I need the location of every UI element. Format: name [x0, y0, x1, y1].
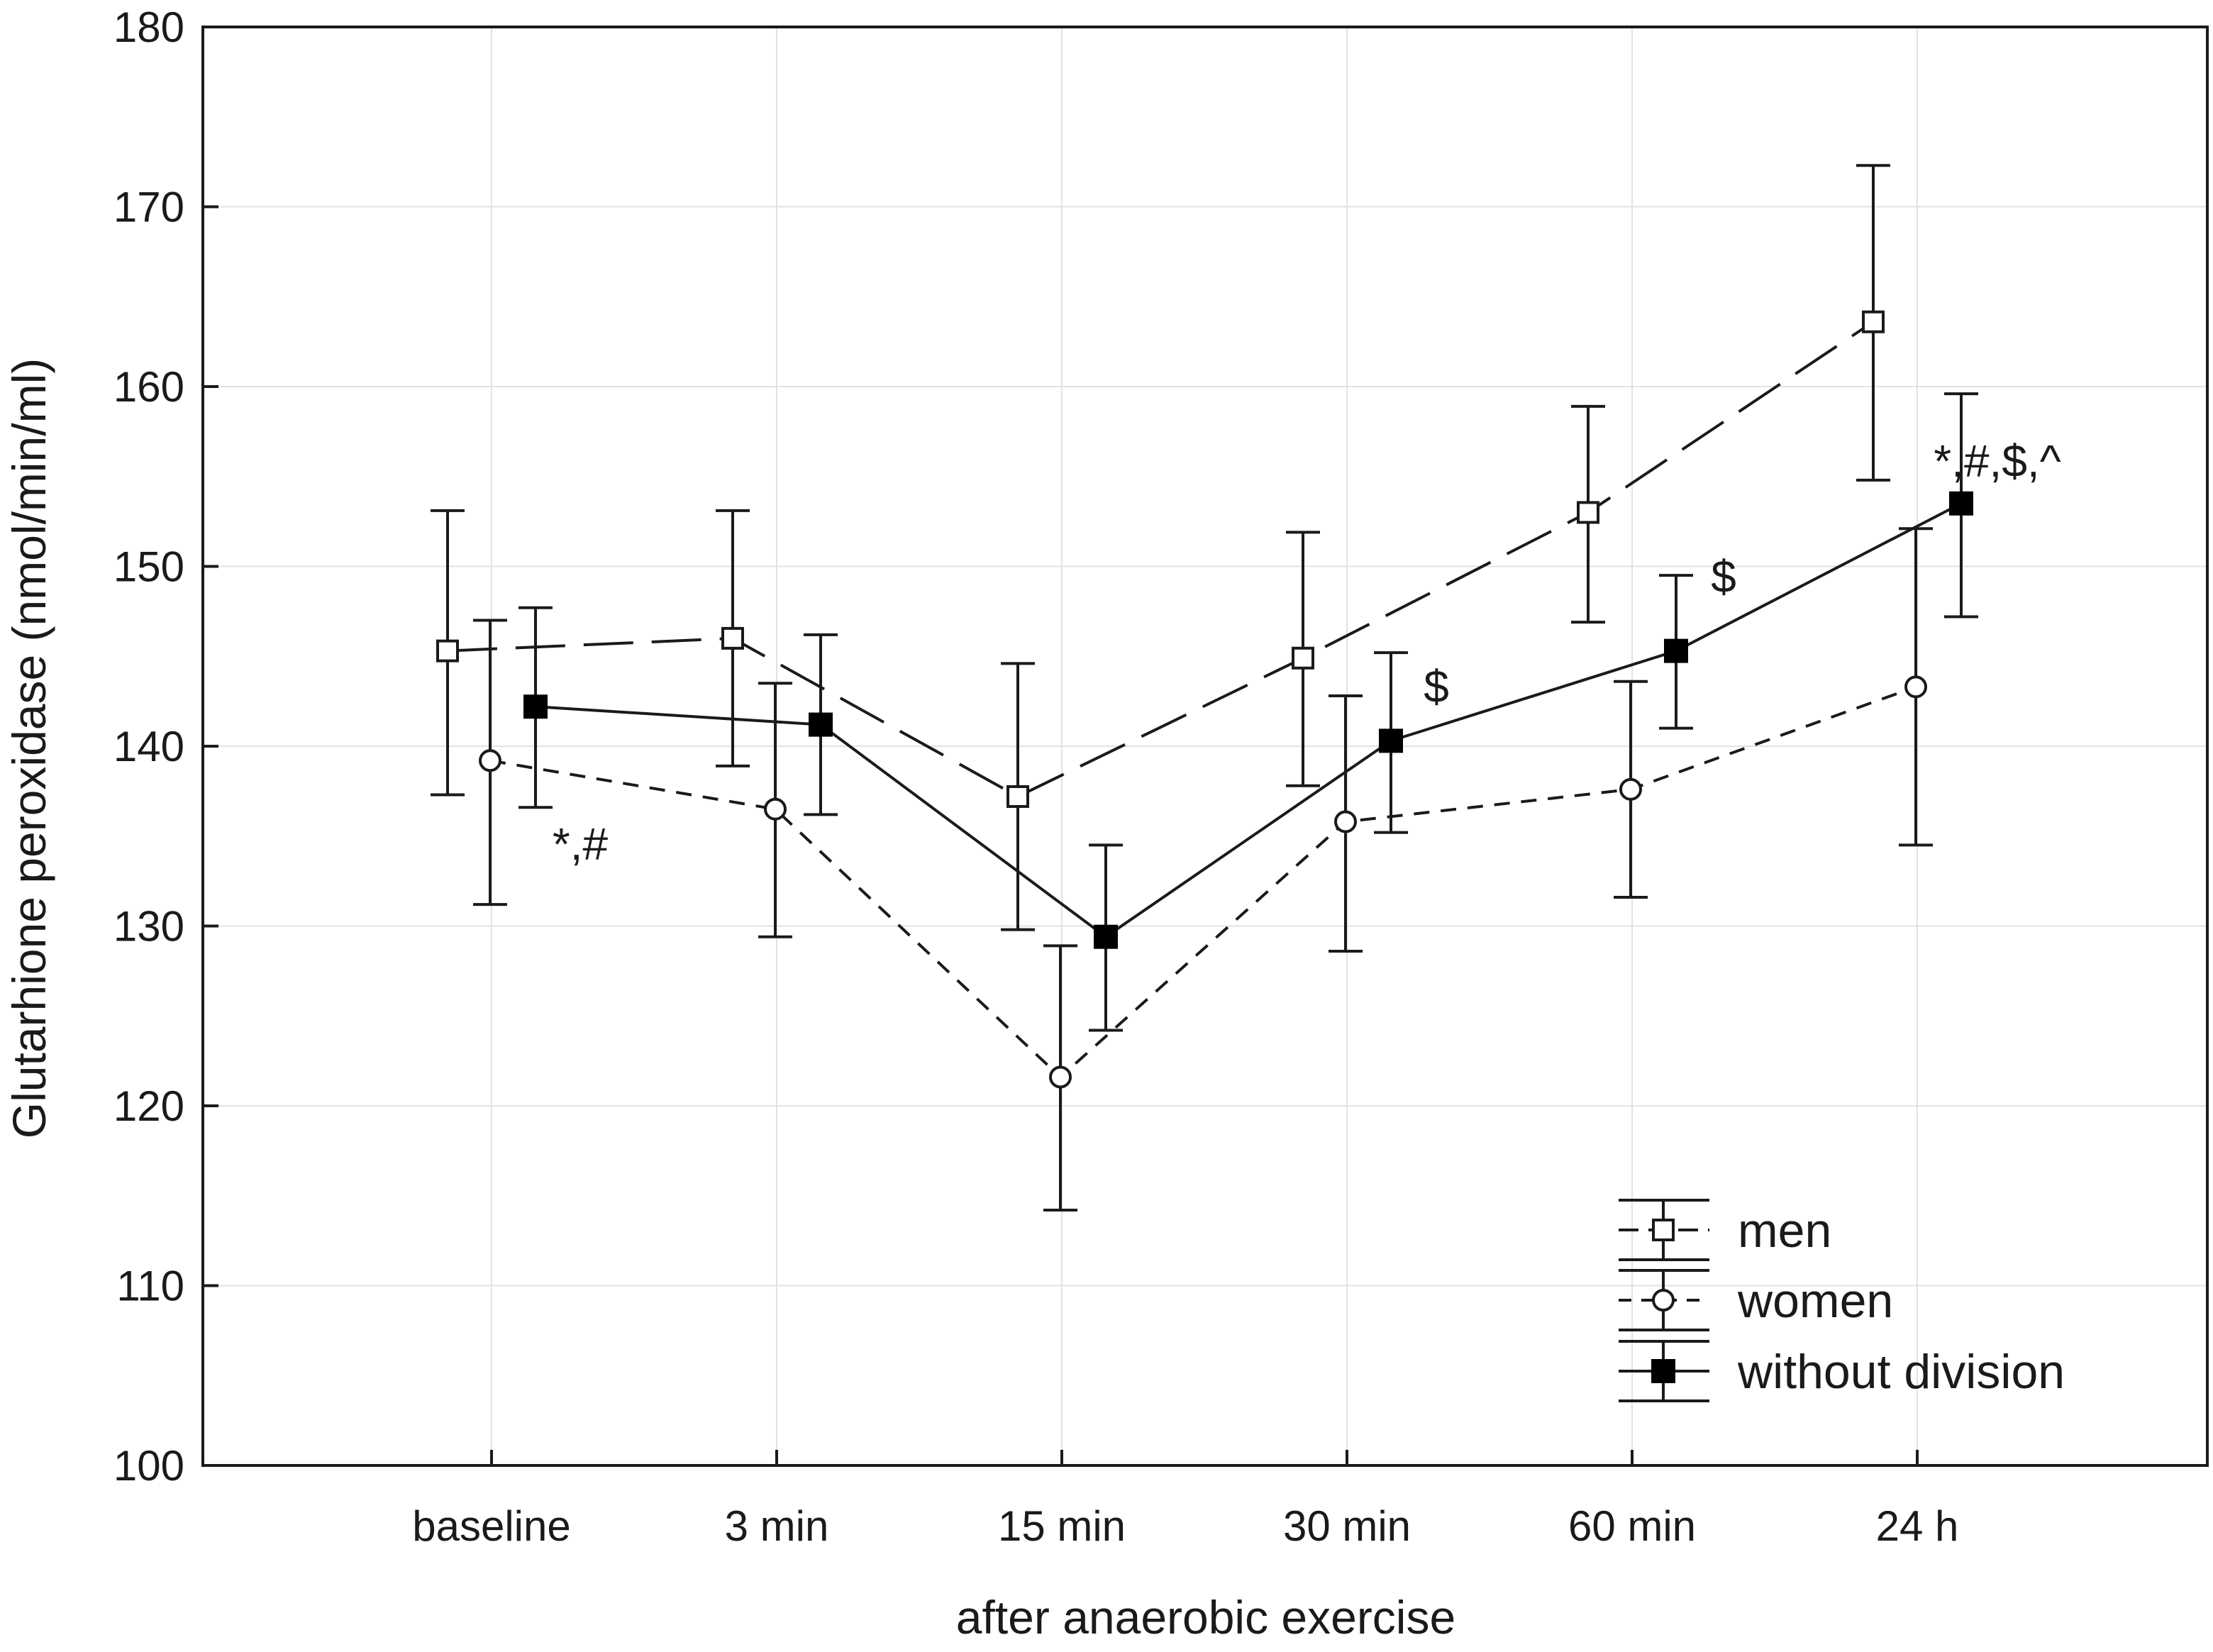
data-point — [1049, 1065, 1072, 1089]
grid — [203, 26, 2207, 1466]
legend-item-men: men — [1619, 1199, 1831, 1261]
data-point — [721, 626, 744, 650]
data-point — [1577, 501, 1599, 524]
series-line — [447, 321, 1875, 799]
series-men — [431, 164, 1890, 931]
y-tick-label: 120 — [113, 1082, 184, 1130]
legend: men women without division — [1619, 1199, 2065, 1402]
legend-label: men — [1738, 1204, 1831, 1258]
x-axis-label: after anaerobic exercise — [956, 1591, 1455, 1643]
data-point — [523, 694, 548, 719]
significance-annotations: *,# $ $ *,#,$,^ — [553, 436, 2061, 870]
data-point — [436, 639, 459, 663]
y-tick-label: 180 — [113, 4, 184, 51]
series-layer — [431, 164, 1978, 1212]
data-point — [1334, 810, 1357, 833]
data-point — [1006, 785, 1029, 808]
y-axis-label: Glutarhione peroxidase (nmol/min/ml) — [3, 358, 55, 1138]
x-tick-label: baseline — [412, 1502, 571, 1550]
data-point — [479, 749, 501, 772]
legend-marker — [1652, 1219, 1675, 1241]
y-tick-label: 150 — [113, 543, 184, 591]
data-point — [1619, 777, 1642, 801]
x-tick-label: 3 min — [725, 1502, 829, 1550]
annotation-24-h: *,#,$,^ — [1934, 436, 2061, 487]
x-tick-label: 30 min — [1283, 1502, 1411, 1550]
legend-marker — [1651, 1359, 1675, 1383]
x-tick-label: 15 min — [998, 1502, 1126, 1550]
x-tick-label: 24 h — [1876, 1502, 1959, 1550]
annotation-30-min: $ — [1424, 661, 1449, 712]
annotation-60-min: $ — [1711, 551, 1736, 602]
y-tick-label: 140 — [113, 723, 184, 770]
legend-item-without-division: without division — [1619, 1340, 2065, 1402]
y-tick-label: 170 — [113, 184, 184, 231]
y-tick-label: 160 — [113, 363, 184, 411]
legend-label: without division — [1737, 1345, 2065, 1399]
annotation-15-min: *,# — [553, 819, 609, 870]
x-tick-label: 60 min — [1568, 1502, 1696, 1550]
data-point — [764, 797, 787, 821]
series-line — [535, 501, 1962, 939]
data-point — [1904, 675, 1927, 699]
series-line — [489, 685, 1917, 1080]
legend-marker — [1652, 1289, 1675, 1312]
series-without-division — [518, 392, 1978, 1032]
data-point — [809, 712, 833, 737]
data-point — [1862, 310, 1885, 333]
y-tick-label: 100 — [113, 1442, 184, 1490]
legend-label: women — [1737, 1274, 1893, 1328]
data-point — [1094, 924, 1118, 949]
axes: 100 110 120 130 140 150 160 170 180 baseline 3 min… — [113, 4, 2209, 1550]
y-tick-label: 130 — [113, 903, 184, 950]
data-point — [1379, 728, 1403, 753]
data-point — [1292, 646, 1314, 670]
legend-item-women: women — [1619, 1269, 1893, 1331]
data-point — [1664, 638, 1688, 663]
series-women — [473, 527, 1933, 1212]
data-point — [1949, 491, 1973, 516]
y-tick-label: 110 — [116, 1263, 184, 1310]
